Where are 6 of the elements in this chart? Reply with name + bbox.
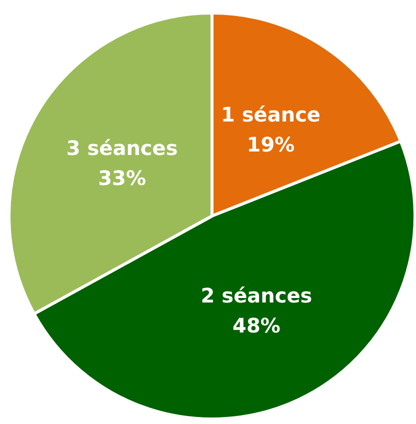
- slice-label: 3 séances: [66, 136, 178, 160]
- slice-label: 2 séances: [200, 284, 312, 308]
- data-label: 48%: [232, 314, 280, 338]
- slice-label: 1 séance: [220, 102, 320, 127]
- data-label: 19%: [246, 132, 295, 157]
- data-label: 33%: [98, 166, 146, 190]
